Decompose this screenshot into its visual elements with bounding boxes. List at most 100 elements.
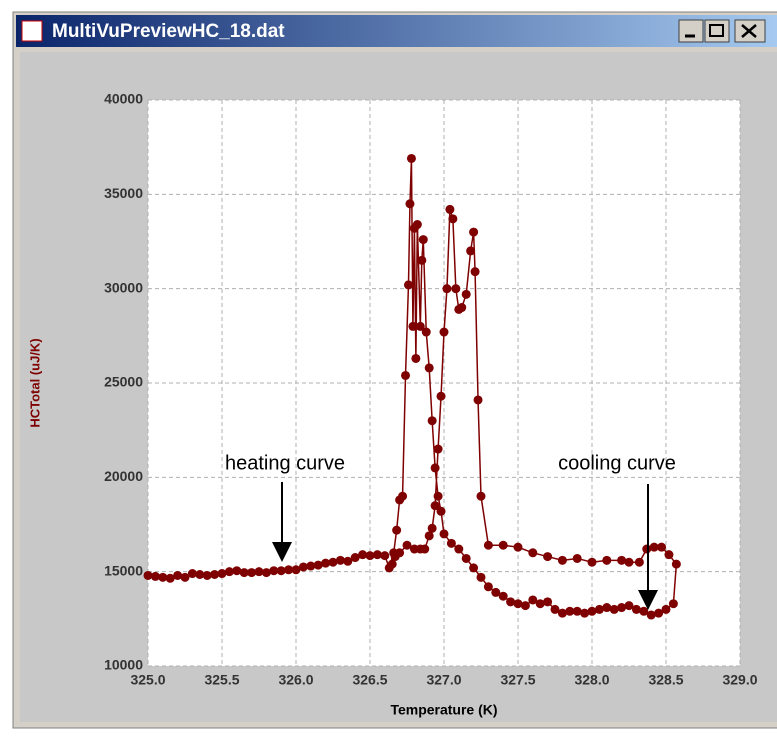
y-tick-label: 20000: [104, 468, 143, 484]
data-point: [580, 608, 590, 618]
data-point: [424, 363, 434, 373]
data-point: [617, 555, 627, 565]
y-axis-label: HCTotal (uJ/K): [27, 338, 42, 427]
data-point: [442, 284, 452, 294]
data-point: [430, 501, 440, 511]
data-point: [543, 552, 553, 562]
data-point: [210, 569, 220, 579]
data-point: [430, 463, 440, 473]
data-point: [473, 395, 483, 405]
data-point: [557, 608, 567, 618]
data-point: [403, 280, 413, 290]
data-point: [550, 604, 560, 614]
data-point: [587, 606, 597, 616]
data-point: [254, 567, 264, 577]
data-point: [594, 604, 604, 614]
data-point: [470, 267, 480, 277]
data-point: [390, 552, 400, 562]
data-point: [173, 570, 183, 580]
x-tick-label: 328.0: [574, 672, 609, 688]
y-tick-label: 35000: [104, 185, 143, 201]
data-point: [491, 587, 501, 597]
data-point: [439, 327, 449, 337]
data-point: [661, 604, 671, 614]
data-point: [634, 557, 644, 567]
data-point: [649, 542, 659, 552]
data-point: [313, 560, 323, 570]
data-point: [565, 606, 575, 616]
x-tick-label: 326.5: [352, 672, 387, 688]
data-point: [506, 597, 516, 607]
data-point: [239, 568, 249, 578]
data-point: [657, 542, 667, 552]
data-point: [411, 353, 421, 363]
data-point: [343, 556, 353, 566]
data-point: [224, 567, 234, 577]
data-point: [180, 572, 190, 582]
data-point: [446, 538, 456, 548]
data-point: [587, 557, 597, 567]
data-point: [624, 601, 634, 611]
data-point: [247, 568, 257, 578]
data-point: [498, 540, 508, 550]
data-point: [654, 608, 664, 618]
data-point: [380, 551, 390, 561]
maximize-button[interactable]: [704, 19, 730, 43]
data-point: [427, 523, 437, 533]
data-point: [202, 570, 212, 580]
annotation: heating curve: [225, 452, 345, 474]
annotation: cooling curve: [558, 452, 676, 474]
data-point: [417, 255, 427, 265]
data-point: [469, 563, 479, 573]
data-point: [150, 571, 160, 581]
data-point: [433, 444, 443, 454]
data-point: [412, 220, 422, 230]
x-axis-label: Temperature (K): [390, 702, 497, 718]
data-point: [461, 289, 471, 299]
data-point: [461, 553, 471, 563]
window-title: MultiVuPreviewHC_18.dat: [52, 21, 285, 42]
data-point: [454, 544, 464, 554]
data-point: [454, 304, 464, 314]
data-point: [365, 551, 375, 561]
y-tick-label: 40000: [104, 91, 143, 107]
data-point: [187, 569, 197, 579]
data-point: [639, 606, 649, 616]
data-point: [165, 573, 175, 583]
data-point: [572, 606, 582, 616]
data-point: [158, 572, 168, 582]
data-point: [451, 284, 461, 294]
data-point: [306, 561, 316, 571]
data-point: [664, 550, 674, 560]
data-point: [427, 416, 437, 426]
data-point: [143, 570, 153, 580]
close-button[interactable]: [734, 19, 766, 43]
data-point: [439, 529, 449, 539]
data-point: [557, 555, 567, 565]
data-point: [528, 595, 538, 605]
data-point: [269, 566, 279, 576]
data-point: [543, 597, 553, 607]
data-point: [436, 391, 446, 401]
data-point: [276, 566, 286, 576]
minimize-button[interactable]: [678, 19, 704, 43]
data-point: [445, 204, 455, 214]
y-tick-label: 30000: [104, 279, 143, 295]
title-bar: [16, 15, 777, 47]
data-point: [498, 591, 508, 601]
data-point: [520, 601, 530, 611]
x-tick-label: 325.5: [204, 672, 239, 688]
x-tick-label: 329.0: [722, 672, 757, 688]
data-point: [372, 550, 382, 560]
data-point: [668, 599, 678, 609]
data-point: [261, 568, 271, 578]
data-point: [433, 491, 443, 501]
data-point: [401, 370, 411, 380]
arrow: [638, 484, 658, 610]
data-point: [609, 604, 619, 614]
data-point: [483, 540, 493, 550]
data-point: [398, 491, 408, 501]
data-point: [284, 565, 294, 575]
data-point: [291, 565, 301, 575]
